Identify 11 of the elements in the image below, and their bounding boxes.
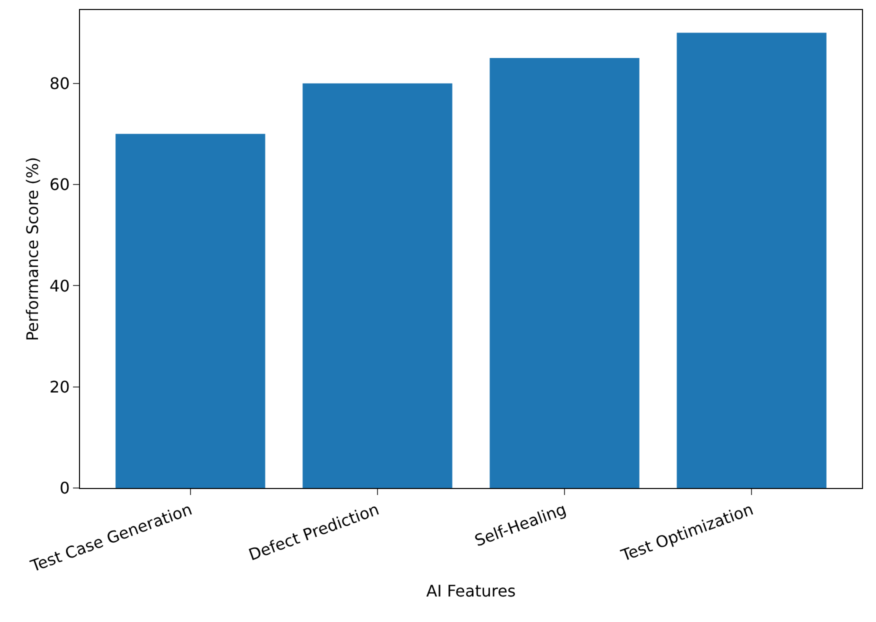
- y-tick-label: 20: [49, 377, 70, 396]
- bar: [302, 83, 452, 488]
- y-tick-label: 40: [49, 276, 70, 296]
- x-axis-title: AI Features: [426, 582, 516, 601]
- bar: [490, 58, 640, 488]
- bar: [116, 134, 266, 488]
- y-tick-label: 80: [49, 74, 70, 93]
- y-tick-label: 0: [60, 478, 70, 498]
- y-tick-label: 60: [49, 175, 70, 194]
- y-axis-title: Performance Score (%): [23, 156, 42, 342]
- bar: [676, 32, 826, 488]
